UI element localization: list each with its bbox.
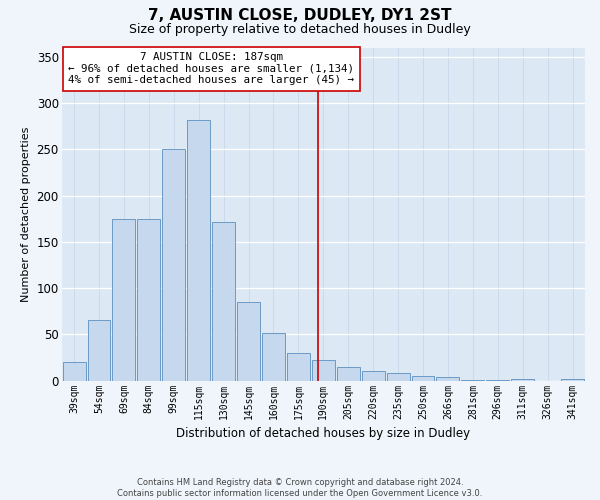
Bar [436,377,460,380]
Bar [137,218,160,380]
Bar [212,222,235,380]
Bar [287,353,310,380]
Bar [337,367,359,380]
Bar [88,320,110,380]
Text: Size of property relative to detached houses in Dudley: Size of property relative to detached ho… [129,22,471,36]
Text: 7 AUSTIN CLOSE: 187sqm
← 96% of detached houses are smaller (1,134)
4% of semi-d: 7 AUSTIN CLOSE: 187sqm ← 96% of detached… [68,52,354,86]
Bar [412,376,434,380]
Bar [237,302,260,380]
Bar [561,379,584,380]
Y-axis label: Number of detached properties: Number of detached properties [21,126,31,302]
Bar [262,332,285,380]
Bar [162,150,185,380]
Bar [187,120,210,380]
Bar [112,218,136,380]
Text: 7, AUSTIN CLOSE, DUDLEY, DY1 2ST: 7, AUSTIN CLOSE, DUDLEY, DY1 2ST [148,8,452,22]
Bar [312,360,335,380]
Text: Contains HM Land Registry data © Crown copyright and database right 2024.
Contai: Contains HM Land Registry data © Crown c… [118,478,482,498]
Bar [62,362,86,380]
Bar [511,379,534,380]
X-axis label: Distribution of detached houses by size in Dudley: Distribution of detached houses by size … [176,427,470,440]
Bar [362,372,385,380]
Bar [386,373,410,380]
